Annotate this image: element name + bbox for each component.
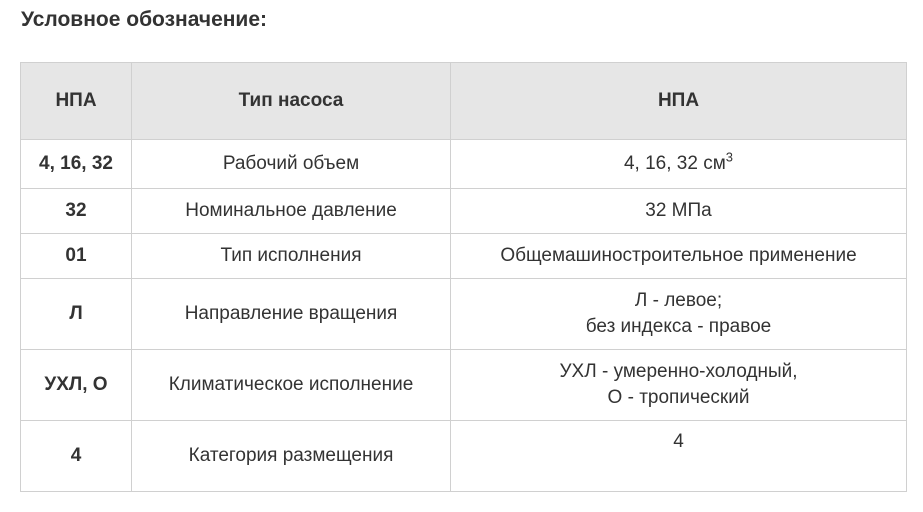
- table-row: 4, 16, 32 Рабочий объем 4, 16, 32 см3: [20, 139, 907, 189]
- table-row: 4 Категория размещения 4: [20, 420, 907, 492]
- row-code: 4: [20, 420, 132, 492]
- table-row: Л Направление вращения Л - левое; без инд…: [20, 278, 907, 350]
- row-value: УХЛ - умеренно-холодный, О - тропический: [450, 349, 907, 421]
- row-value: 4, 16, 32 см3: [450, 139, 907, 189]
- row-value: 32 МПа: [450, 188, 907, 234]
- header-value: НПА: [450, 62, 907, 140]
- table-row: УХЛ, О Климатическое исполнение УХЛ - ум…: [20, 349, 907, 421]
- table-row: 32 Номинальное давление 32 МПа: [20, 188, 907, 234]
- row-type: Категория размещения: [131, 420, 451, 492]
- row-value: 4: [450, 420, 907, 492]
- row-type: Направление вращения: [131, 278, 451, 350]
- row-code: Л: [20, 278, 132, 350]
- row-code: 32: [20, 188, 132, 234]
- row-code: УХЛ, О: [20, 349, 132, 421]
- section-title: Условное обозначение:: [21, 8, 268, 31]
- row-type: Рабочий объем: [131, 139, 451, 189]
- row-type: Номинальное давление: [131, 188, 451, 234]
- row-value: Л - левое; без индекса - правое: [450, 278, 907, 350]
- row-value: Общемашиностроительное применение: [450, 233, 907, 279]
- table-header-row: НПА Тип насоса НПА: [20, 62, 907, 140]
- header-pump-type: Тип насоса: [131, 62, 451, 140]
- header-code: НПА: [20, 62, 132, 140]
- table-row: 01 Тип исполнения Общемашиностроительное…: [20, 233, 907, 279]
- row-type: Климатическое исполнение: [131, 349, 451, 421]
- row-code: 01: [20, 233, 132, 279]
- row-type: Тип исполнения: [131, 233, 451, 279]
- designation-table: НПА Тип насоса НПА 4, 16, 32 Рабочий объ…: [20, 62, 907, 492]
- row-code: 4, 16, 32: [20, 139, 132, 189]
